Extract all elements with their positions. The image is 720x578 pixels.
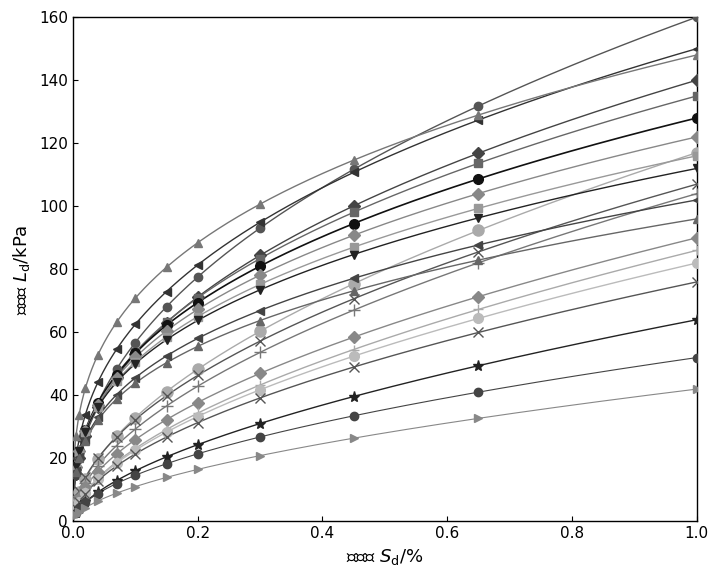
X-axis label: 动应变 $S_{\mathrm{d}}$/%: 动应变 $S_{\mathrm{d}}$/% — [346, 547, 423, 567]
Y-axis label: 动应力 $L_{\mathrm{d}}$/kPa: 动应力 $L_{\mathrm{d}}$/kPa — [11, 224, 32, 314]
